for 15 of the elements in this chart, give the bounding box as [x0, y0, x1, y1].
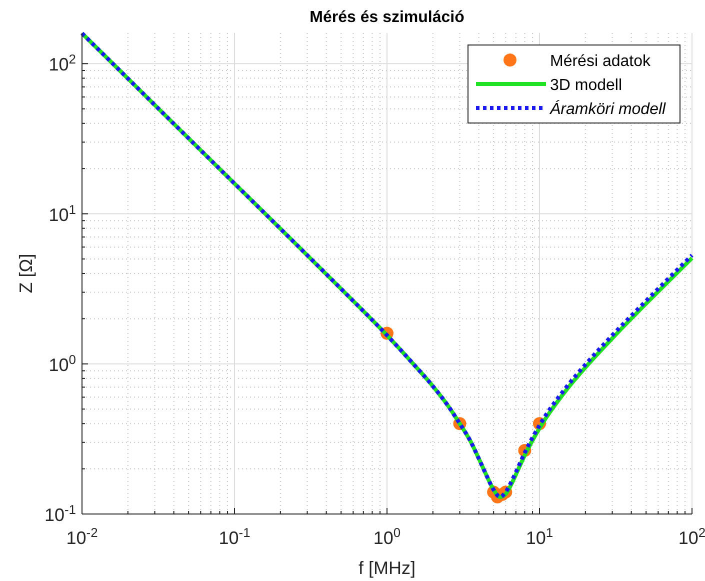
y-tick-label: 10$^{1}$ — [48, 201, 76, 225]
x-tick-label: 10$^{-1}$ — [218, 524, 250, 548]
x-tick-label: 10$^{0}$ — [373, 524, 401, 548]
chart-title: Mérés és szimuláció — [310, 9, 465, 26]
legend-label: Áramköri modell — [549, 100, 666, 118]
x-axis-title: f [MHz] — [358, 558, 416, 578]
x-tick-label: 10$^{2}$ — [678, 524, 705, 548]
y-tick-label: 10$^{2}$ — [48, 51, 76, 75]
y-axis-title: Z [Ω] — [16, 254, 36, 294]
legend-label: Mérési adatok — [550, 53, 652, 70]
x-tick-label: 10$^{-2}$ — [66, 524, 98, 548]
x-tick-label: 10$^{1}$ — [526, 524, 554, 548]
y-tick-label: 10$^{0}$ — [48, 351, 76, 375]
y-tick-label: 10$^{-1}$ — [44, 502, 76, 525]
legend-label: 3D modell — [550, 77, 622, 94]
